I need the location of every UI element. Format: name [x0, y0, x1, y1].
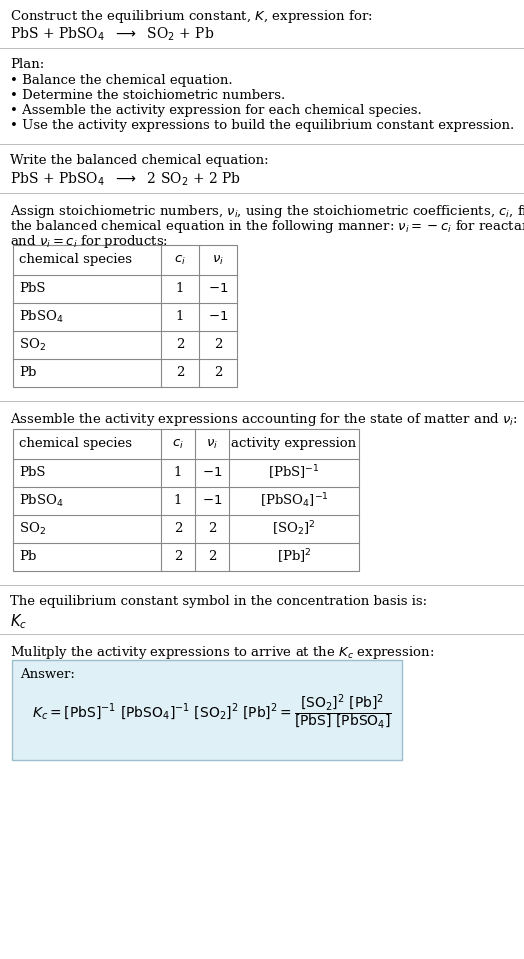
- Text: [Pb]$^2$: [Pb]$^2$: [277, 548, 311, 566]
- Text: PbSO$_4$: PbSO$_4$: [19, 493, 64, 509]
- Text: 2: 2: [176, 366, 184, 380]
- Text: Write the balanced chemical equation:: Write the balanced chemical equation:: [10, 154, 269, 167]
- Text: and $\nu_i = c_i$ for products:: and $\nu_i = c_i$ for products:: [10, 233, 168, 250]
- Text: 1: 1: [174, 466, 182, 480]
- Text: chemical species: chemical species: [19, 253, 132, 267]
- Bar: [13, 429, 359, 571]
- Text: Answer:: Answer:: [20, 668, 75, 681]
- Bar: [13, 245, 237, 387]
- Text: • Determine the stoichiometric numbers.: • Determine the stoichiometric numbers.: [10, 89, 285, 102]
- Text: $K_c = \mathrm{[PbS]^{-1}\ [PbSO_4]^{-1}\ [SO_2]^{2}\ [Pb]^{2}} = \dfrac{\mathrm: $K_c = \mathrm{[PbS]^{-1}\ [PbSO_4]^{-1}…: [32, 692, 392, 732]
- Text: 2: 2: [174, 523, 182, 535]
- Text: • Assemble the activity expression for each chemical species.: • Assemble the activity expression for e…: [10, 104, 422, 117]
- Text: Pb: Pb: [19, 366, 36, 380]
- Text: 1: 1: [176, 283, 184, 295]
- Text: The equilibrium constant symbol in the concentration basis is:: The equilibrium constant symbol in the c…: [10, 595, 427, 608]
- Text: Mulitply the activity expressions to arrive at the $K_c$ expression:: Mulitply the activity expressions to arr…: [10, 644, 434, 661]
- Text: 2: 2: [208, 550, 216, 564]
- Text: 2: 2: [214, 339, 222, 352]
- Text: PbS: PbS: [19, 283, 46, 295]
- Text: Construct the equilibrium constant, $K$, expression for:: Construct the equilibrium constant, $K$,…: [10, 8, 373, 25]
- FancyBboxPatch shape: [12, 660, 402, 760]
- Text: SO$_2$: SO$_2$: [19, 521, 46, 537]
- Text: activity expression: activity expression: [232, 437, 356, 451]
- Text: Assign stoichiometric numbers, $\nu_i$, using the stoichiometric coefficients, $: Assign stoichiometric numbers, $\nu_i$, …: [10, 203, 524, 220]
- Text: $\nu_i$: $\nu_i$: [206, 437, 218, 451]
- Text: $K_c$: $K_c$: [10, 612, 27, 631]
- Text: $-1$: $-1$: [202, 466, 222, 480]
- Text: PbS + PbSO$_4$  $\longrightarrow$  2 SO$_2$ + 2 Pb: PbS + PbSO$_4$ $\longrightarrow$ 2 SO$_2…: [10, 171, 241, 188]
- Text: $-1$: $-1$: [208, 283, 228, 295]
- Text: 2: 2: [176, 339, 184, 352]
- Text: the balanced chemical equation in the following manner: $\nu_i = -c_i$ for react: the balanced chemical equation in the fo…: [10, 218, 524, 235]
- Text: Plan:: Plan:: [10, 58, 44, 71]
- Text: PbS + PbSO$_4$  $\longrightarrow$  SO$_2$ + Pb: PbS + PbSO$_4$ $\longrightarrow$ SO$_2$ …: [10, 26, 214, 43]
- Text: [SO$_2$]$^2$: [SO$_2$]$^2$: [272, 520, 316, 538]
- Text: 2: 2: [174, 550, 182, 564]
- Text: 1: 1: [174, 495, 182, 507]
- Text: • Use the activity expressions to build the equilibrium constant expression.: • Use the activity expressions to build …: [10, 119, 514, 132]
- Text: $\nu_i$: $\nu_i$: [212, 253, 224, 267]
- Text: SO$_2$: SO$_2$: [19, 337, 46, 353]
- Text: PbSO$_4$: PbSO$_4$: [19, 309, 64, 325]
- Text: 2: 2: [208, 523, 216, 535]
- Text: 2: 2: [214, 366, 222, 380]
- Text: Assemble the activity expressions accounting for the state of matter and $\nu_i$: Assemble the activity expressions accoun…: [10, 411, 518, 428]
- Text: 1: 1: [176, 311, 184, 323]
- Text: [PbS]$^{-1}$: [PbS]$^{-1}$: [268, 464, 320, 482]
- Text: [PbSO$_4$]$^{-1}$: [PbSO$_4$]$^{-1}$: [259, 492, 329, 510]
- Text: Pb: Pb: [19, 550, 36, 564]
- Text: • Balance the chemical equation.: • Balance the chemical equation.: [10, 74, 233, 87]
- Text: $c_i$: $c_i$: [174, 253, 186, 267]
- Text: $-1$: $-1$: [208, 311, 228, 323]
- Text: PbS: PbS: [19, 466, 46, 480]
- Text: $-1$: $-1$: [202, 495, 222, 507]
- Text: chemical species: chemical species: [19, 437, 132, 451]
- Text: $c_i$: $c_i$: [172, 437, 184, 451]
